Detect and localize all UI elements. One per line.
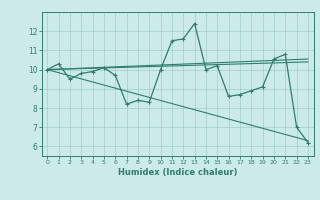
- X-axis label: Humidex (Indice chaleur): Humidex (Indice chaleur): [118, 168, 237, 177]
